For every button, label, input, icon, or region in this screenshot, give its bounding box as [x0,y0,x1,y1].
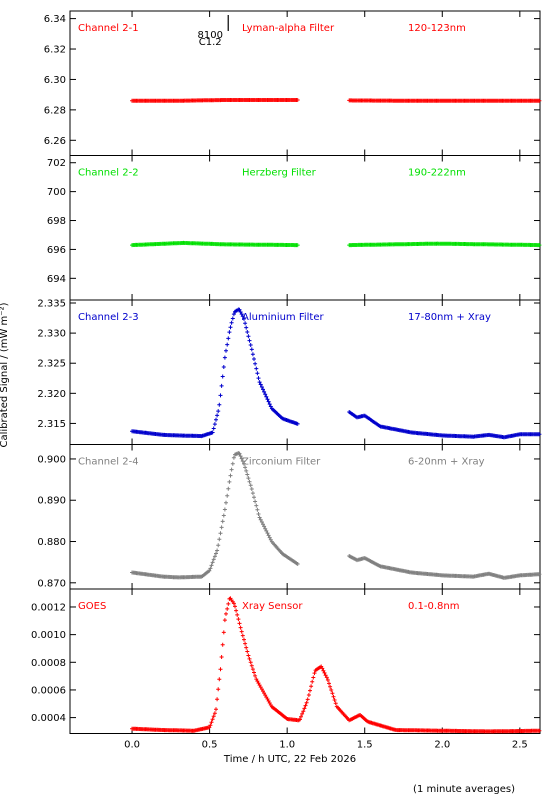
y-tick-label: 6.30 [44,75,66,86]
y-tick-label: 0.0006 [31,685,66,696]
panel-5: 0.0004 0.0006 0.0008 0.0010 0.0012 GOES Xray S… [31,588,542,734]
x-tick-label: 2.5 [512,740,528,751]
panels: 6.26 6.28 6.30 6.32 6.34 Channel 2-1 Lyman-alp… [31,10,542,734]
y-tick-label: 702 [47,158,66,169]
channel-label: Channel 2-4 [78,457,139,468]
y-tick-label: 6.32 [44,45,66,56]
series-points [130,98,542,103]
panel-4: 0.870 0.880 0.890 0.900 Channel 2-4 Zirconium… [37,444,542,590]
x-axis-title: Time / h UTC, 22 Feb 2026 [223,754,356,765]
wavelength-label: 190-222nm [408,168,466,179]
y-tick-label: 2.325 [37,359,66,370]
y-tick-label: 0.880 [37,537,66,548]
y-tick-label: 0.0012 [31,602,66,613]
channel-label: Channel 2-3 [78,312,139,323]
x-tick-label: 0.5 [202,740,218,751]
x-tick-label: 2.0 [434,740,450,751]
y-tick-label: 0.0004 [31,713,66,724]
y-tick-label: 0.0008 [31,658,66,669]
filter-label: Xray Sensor [242,601,303,612]
y-tick-label: 2.335 [37,299,66,310]
series-points [130,596,542,734]
x-tick-label: 1.0 [279,740,295,751]
panel-frame [69,588,541,734]
y-tick-label: 0.0010 [31,630,66,641]
y-tick-label: 2.330 [37,329,66,340]
series-points [130,307,542,440]
y-tick-label: 6.28 [44,105,66,116]
series-points [130,240,542,248]
y-tick-label: 2.320 [37,389,66,400]
y-tick-label: 6.26 [44,136,66,147]
wavelength-label: 6-20nm + Xray [408,457,485,468]
channel-label: GOES [78,601,106,612]
y-tick-label: 0.900 [37,454,66,465]
x-axis: 0.0 0.5 1.0 1.5 2.0 2.5 [124,740,528,751]
y-tick-label: 0.890 [37,496,66,507]
wavelength-label: 0.1-0.8nm [408,601,460,612]
y-axis-title: Calibrated Signal / (mW m⁻²) [0,302,10,447]
wavelength-label: 17-80nm + Xray [408,312,491,323]
y-tick-label: 2.315 [37,419,66,430]
x-tick-label: 1.5 [357,740,373,751]
y-tick-label: 700 [47,187,66,198]
panel-2: 694 696 698 700 702 Channel 2-2 Herzberg Filte… [47,155,542,301]
channel-label: Channel 2-1 [78,23,139,34]
filter-label: Zirconium Filter [242,457,321,468]
filter-label: Aluminium Filter [242,312,325,323]
flare-marker-id: 8100 [197,30,222,41]
series-points [130,451,542,580]
x-tick-label: 0.0 [124,740,140,751]
y-tick-label: 6.34 [44,14,66,25]
channel-label: Channel 2-2 [78,168,139,179]
y-tick-label: 0.870 [37,578,66,589]
filter-label: Lyman-alpha Filter [242,23,335,34]
y-tick-label: 694 [47,274,66,285]
filter-label: Herzberg Filter [242,168,317,179]
wavelength-label: 120-123nm [408,23,466,34]
footnote: (1 minute averages) [413,784,515,795]
flare-marker: 8100 C1.2 [197,15,229,48]
flare-marker-class: C1.2 [199,37,222,48]
panel-1: 6.26 6.28 6.30 6.32 6.34 Channel 2-1 Lyman-alp… [44,10,542,156]
panel-3: 2.315 2.320 2.325 2.330 2.335 Channel 2-3 Alum… [37,299,542,445]
y-tick-label: 698 [47,216,66,227]
y-tick-label: 696 [47,245,66,256]
